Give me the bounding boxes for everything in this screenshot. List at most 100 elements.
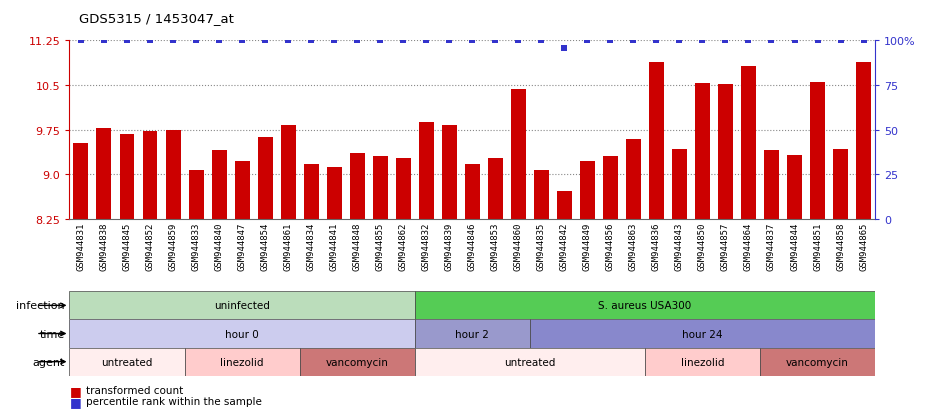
Point (603, 38, 618, 45)
Point (189, 38, 204, 45)
Text: agent: agent (32, 357, 65, 367)
Text: hour 24: hour 24 (682, 329, 722, 339)
Bar (166, 131, 181, 219)
Point (465, 38, 480, 45)
Bar (856, 63, 871, 219)
Bar (810, 83, 825, 219)
Point (534, 38, 549, 45)
Text: ■: ■ (69, 395, 81, 408)
Point (281, 38, 295, 45)
Bar (718, 85, 733, 219)
Point (373, 38, 388, 45)
Bar (73, 144, 89, 219)
Text: hour 0: hour 0 (225, 329, 259, 339)
Text: percentile rank within the sample: percentile rank within the sample (86, 396, 262, 406)
Point (718, 38, 732, 45)
Text: untreated: untreated (101, 357, 153, 367)
Point (304, 38, 319, 45)
Bar (69, 320, 415, 348)
Bar (211, 151, 227, 219)
Point (557, 45, 571, 52)
Bar (415, 348, 644, 376)
Bar (350, 154, 365, 219)
Point (257, 38, 272, 45)
Point (672, 38, 687, 45)
Point (73, 38, 88, 45)
Bar (533, 171, 549, 219)
Bar (281, 126, 295, 219)
Bar (257, 138, 272, 219)
Bar (760, 348, 875, 376)
Bar (649, 63, 664, 219)
Bar (415, 292, 875, 320)
Text: infection: infection (16, 301, 65, 311)
Text: linezolid: linezolid (220, 357, 264, 367)
Bar (96, 128, 111, 219)
Point (395, 38, 410, 45)
Point (649, 38, 664, 45)
Point (787, 38, 802, 45)
Bar (372, 157, 388, 219)
Bar (415, 320, 530, 348)
Bar (304, 164, 319, 219)
Bar (833, 150, 848, 219)
Text: vancomycin: vancomycin (786, 357, 849, 367)
Bar (119, 135, 134, 219)
Bar (234, 162, 250, 219)
Text: time: time (40, 329, 65, 339)
Bar (184, 348, 300, 376)
Bar (69, 348, 184, 376)
Bar (603, 157, 618, 219)
Point (580, 38, 594, 45)
Bar (530, 320, 875, 348)
Point (833, 38, 848, 45)
Bar (143, 132, 157, 219)
Bar (511, 90, 526, 219)
Point (741, 38, 756, 45)
Bar (580, 162, 594, 219)
Point (488, 38, 503, 45)
Point (212, 38, 227, 45)
Text: transformed count: transformed count (86, 385, 183, 395)
Bar (626, 139, 641, 219)
Point (857, 38, 871, 45)
Bar (741, 67, 756, 219)
Point (143, 38, 157, 45)
Point (810, 38, 825, 45)
Bar (465, 165, 480, 219)
Text: vancomycin: vancomycin (326, 357, 389, 367)
Bar (395, 159, 411, 219)
Bar (672, 150, 687, 219)
Point (96, 38, 111, 45)
Point (350, 38, 365, 45)
Bar (69, 292, 415, 320)
Bar (644, 348, 760, 376)
Bar (189, 171, 204, 219)
Point (442, 38, 457, 45)
Point (234, 38, 249, 45)
Text: S. aureus USA300: S. aureus USA300 (598, 301, 692, 311)
Bar (557, 191, 572, 219)
Text: ■: ■ (69, 384, 81, 397)
Bar (327, 168, 342, 219)
Bar (694, 84, 710, 219)
Text: uninfected: uninfected (214, 301, 270, 311)
Bar (300, 348, 415, 376)
Point (695, 38, 710, 45)
Text: linezolid: linezolid (681, 357, 724, 367)
Point (419, 38, 433, 45)
Bar (442, 126, 457, 219)
Point (119, 38, 134, 45)
Bar (488, 159, 503, 219)
Text: GDS5315 / 1453047_at: GDS5315 / 1453047_at (79, 12, 233, 25)
Point (166, 38, 181, 45)
Point (626, 38, 641, 45)
Text: untreated: untreated (504, 357, 556, 367)
Bar (419, 123, 433, 219)
Point (764, 38, 779, 45)
Point (511, 38, 526, 45)
Bar (764, 151, 779, 219)
Text: hour 2: hour 2 (456, 329, 489, 339)
Point (327, 38, 342, 45)
Bar (787, 155, 802, 219)
